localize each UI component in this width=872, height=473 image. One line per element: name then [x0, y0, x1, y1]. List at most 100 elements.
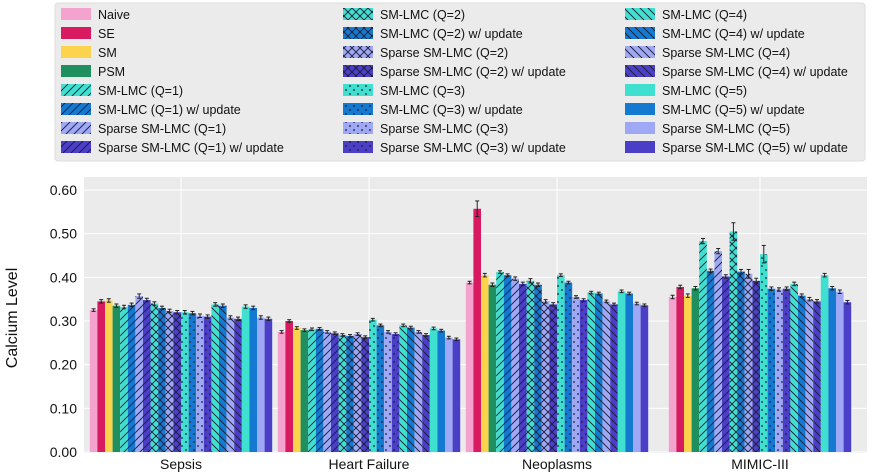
bar — [203, 316, 212, 452]
bar — [610, 304, 618, 452]
legend-swatch — [343, 122, 373, 134]
legend-swatch — [625, 122, 655, 134]
legend-swatch — [61, 141, 91, 153]
legend-label: SM-LMC (Q=4) — [662, 8, 747, 22]
legend-box — [54, 2, 866, 162]
legend-label: Sparse SM-LMC (Q=1) w/ update — [98, 141, 284, 155]
bar — [473, 208, 481, 452]
bar — [135, 296, 143, 452]
bar — [737, 271, 745, 452]
legend-swatch — [625, 65, 655, 77]
bar — [293, 327, 301, 452]
legend-label: PSM — [98, 65, 125, 79]
bar — [744, 273, 753, 452]
x-tick-label: Heart Failure — [329, 456, 410, 472]
bar — [481, 275, 489, 452]
legend-swatch — [343, 65, 373, 77]
bar — [699, 241, 707, 452]
legend-swatch — [61, 122, 91, 134]
bar — [496, 272, 504, 452]
legend-label: SM-LMC (Q=2) w/ update — [380, 27, 523, 41]
bar — [602, 301, 611, 452]
bar — [437, 330, 445, 452]
legend-label: SM-LMC (Q=4) w/ update — [662, 27, 805, 41]
bar — [805, 299, 814, 452]
bar — [729, 231, 738, 452]
bar — [429, 328, 438, 452]
bar — [691, 288, 700, 452]
bar — [391, 334, 400, 452]
bar — [112, 305, 121, 452]
legend-swatch — [61, 103, 91, 115]
bar — [241, 306, 250, 452]
bar — [782, 288, 791, 452]
legend-label: Sparse SM-LMC (Q=4) w/ update — [662, 65, 848, 79]
bar — [399, 325, 407, 452]
bar — [323, 331, 331, 452]
legend-swatch — [61, 65, 91, 77]
legend-swatch — [625, 141, 655, 153]
legend-label: Sparse SM-LMC (Q=5) w/ update — [662, 141, 848, 155]
bar — [249, 307, 257, 452]
bar — [820, 275, 829, 452]
bar — [143, 300, 151, 452]
bar — [376, 325, 385, 452]
bar — [361, 337, 369, 452]
legend-label: SM-LMC (Q=2) — [380, 8, 465, 22]
legend-label: Sparse SM-LMC (Q=2) w/ update — [380, 65, 566, 79]
bar — [331, 333, 339, 452]
bar — [452, 339, 461, 452]
bar — [285, 321, 293, 452]
legend-swatch — [61, 84, 91, 96]
y-tick-label: 0.00 — [50, 444, 77, 460]
bar — [790, 283, 798, 452]
y-tick-label: 0.60 — [50, 182, 77, 198]
bar — [158, 307, 166, 452]
legend-label: SE — [98, 27, 115, 41]
bar — [706, 270, 715, 452]
legend-label: SM-LMC (Q=5) w/ update — [662, 103, 805, 117]
bar — [813, 301, 821, 452]
bar — [587, 292, 595, 452]
y-tick-label: 0.50 — [50, 226, 77, 242]
legend-swatch — [343, 103, 373, 115]
legend-swatch — [61, 27, 91, 39]
bar — [557, 275, 565, 452]
x-tick-label: Sepsis — [160, 456, 202, 472]
bar — [714, 251, 722, 452]
bar — [534, 284, 542, 452]
bar — [315, 328, 324, 452]
legend-label: Sparse SM-LMC (Q=3) w/ update — [380, 141, 566, 155]
legend-swatch — [343, 46, 373, 58]
legend-label: Sparse SM-LMC (Q=5) — [662, 122, 790, 136]
bar — [722, 276, 730, 452]
legend-label: SM-LMC (Q=1) — [98, 84, 183, 98]
bar — [300, 330, 309, 452]
bar — [165, 310, 174, 452]
legend-label: Sparse SM-LMC (Q=2) — [380, 46, 508, 60]
legend-label: SM-LMC (Q=3) — [380, 84, 465, 98]
bar — [407, 327, 415, 452]
legend-label: Sparse SM-LMC (Q=4) — [662, 46, 790, 60]
x-axis: Sepsis Heart Failure Neoplasms MIMIC-III — [160, 456, 789, 472]
bar — [338, 334, 347, 452]
bar — [617, 291, 626, 452]
bar — [445, 337, 453, 452]
y-tick-label: 0.40 — [50, 269, 77, 285]
bar — [798, 295, 806, 452]
bar — [219, 305, 227, 452]
bar — [226, 317, 235, 452]
bar — [465, 282, 474, 452]
bar — [188, 313, 197, 452]
bar — [384, 331, 392, 452]
bar — [196, 315, 204, 452]
legend-swatch — [61, 46, 91, 58]
bar — [640, 305, 649, 452]
bar — [181, 312, 189, 452]
bar — [836, 291, 844, 452]
bar — [541, 301, 550, 452]
legend-swatch — [343, 27, 373, 39]
bar — [264, 318, 273, 452]
legend-swatch — [625, 103, 655, 115]
